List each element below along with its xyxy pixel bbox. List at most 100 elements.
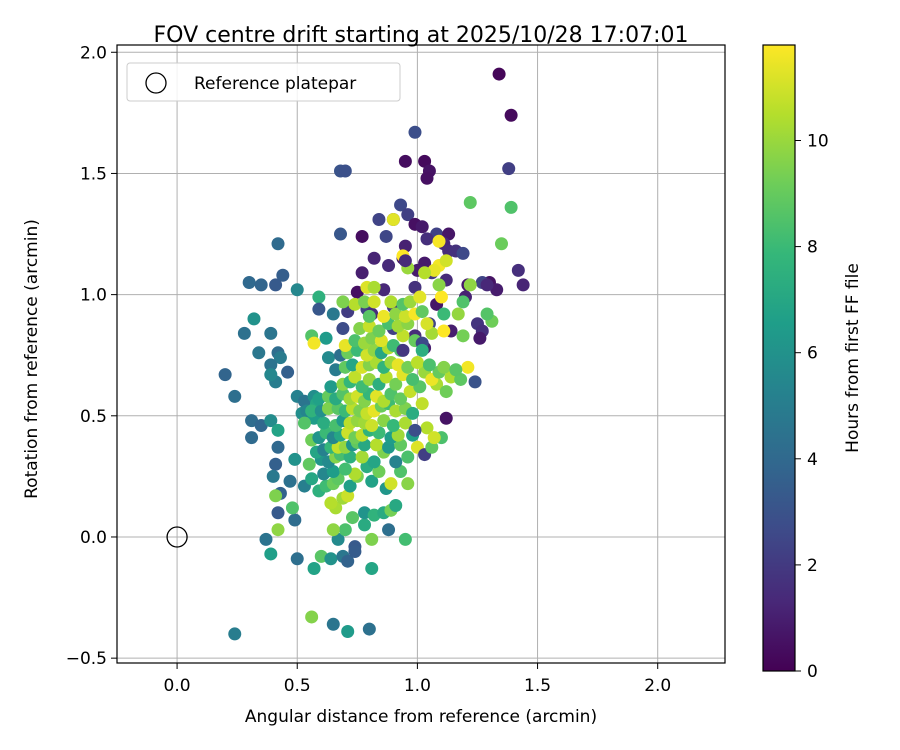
data-point xyxy=(415,343,429,357)
data-point xyxy=(269,457,283,471)
colorbar-tick-label: 0 xyxy=(807,662,818,682)
data-point xyxy=(439,385,453,399)
data-point xyxy=(439,411,453,425)
data-point xyxy=(338,462,352,476)
data-point xyxy=(461,360,475,374)
data-point xyxy=(396,329,410,343)
data-point xyxy=(245,431,259,445)
data-point xyxy=(271,423,285,437)
data-point xyxy=(463,196,477,210)
data-point xyxy=(504,200,518,214)
y-axis-label: Rotation from reference (arcmin) xyxy=(22,219,42,499)
data-point xyxy=(434,290,448,304)
data-point xyxy=(247,312,261,326)
data-point xyxy=(398,416,412,430)
x-tick-label: 1.0 xyxy=(404,676,431,696)
x-tick-label: 0.0 xyxy=(164,676,191,696)
data-point xyxy=(420,317,434,331)
data-point xyxy=(401,477,415,491)
data-point xyxy=(502,162,516,176)
data-point xyxy=(312,290,326,304)
data-point xyxy=(355,229,369,243)
data-point xyxy=(259,532,273,546)
data-point xyxy=(384,295,398,309)
data-point xyxy=(367,455,381,469)
colorbar-label: Hours from first FF file xyxy=(843,263,863,453)
data-point xyxy=(307,336,321,350)
data-point xyxy=(367,295,381,309)
data-point xyxy=(377,414,391,428)
data-point xyxy=(398,254,412,268)
data-point xyxy=(297,416,311,430)
data-point xyxy=(343,479,357,493)
data-point xyxy=(456,246,470,260)
data-point xyxy=(305,610,319,624)
data-point xyxy=(511,263,525,277)
data-point xyxy=(355,266,369,280)
data-point xyxy=(377,309,391,323)
data-point xyxy=(365,474,379,488)
data-point xyxy=(348,467,362,481)
data-point xyxy=(355,450,369,464)
colorbar-tick-label: 8 xyxy=(807,238,818,258)
data-point xyxy=(271,237,285,251)
data-point xyxy=(415,397,429,411)
y-tick-label: 2.0 xyxy=(80,43,107,63)
data-point xyxy=(283,474,297,488)
x-axis-label: Angular distance from reference (arcmin) xyxy=(245,707,597,727)
data-point xyxy=(516,278,530,292)
data-point xyxy=(490,283,504,297)
data-point xyxy=(264,326,278,340)
data-point xyxy=(331,532,345,546)
data-point xyxy=(365,532,379,546)
data-point xyxy=(346,511,360,525)
data-point xyxy=(358,518,372,532)
y-tick-label: 1.0 xyxy=(80,286,107,306)
y-axis-ticks: −0.5 0.0 0.5 1.0 1.5 2.0 xyxy=(66,43,117,669)
data-point xyxy=(456,329,470,343)
data-point xyxy=(271,523,285,537)
data-point xyxy=(394,198,408,212)
data-point xyxy=(415,220,429,234)
data-point xyxy=(420,232,434,246)
data-point xyxy=(338,523,352,537)
data-point xyxy=(391,428,405,442)
data-point xyxy=(362,622,376,636)
data-point xyxy=(341,624,355,638)
data-point xyxy=(473,331,487,345)
x-axis-ticks: 0.0 0.5 1.0 1.5 2.0 xyxy=(164,663,671,696)
data-point xyxy=(408,423,422,437)
data-point xyxy=(302,457,316,471)
data-point xyxy=(333,227,347,241)
data-point xyxy=(389,377,403,391)
data-point xyxy=(406,406,420,420)
data-point xyxy=(285,501,299,515)
data-point xyxy=(425,326,439,340)
data-point xyxy=(273,351,287,365)
data-point xyxy=(463,278,477,292)
data-point xyxy=(305,404,319,418)
data-point xyxy=(264,414,278,428)
data-point xyxy=(254,278,268,292)
data-point xyxy=(338,339,352,353)
data-point xyxy=(350,285,364,299)
data-point xyxy=(384,387,398,401)
data-point xyxy=(403,295,417,309)
data-point xyxy=(228,389,242,403)
data-point xyxy=(386,212,400,226)
data-point xyxy=(338,164,352,178)
y-tick-label: 1.5 xyxy=(80,164,107,184)
data-point xyxy=(382,259,396,273)
data-point xyxy=(362,372,376,386)
data-point xyxy=(401,450,415,464)
data-point xyxy=(492,67,506,81)
data-point xyxy=(394,392,408,406)
colorbar xyxy=(762,44,796,672)
data-point xyxy=(495,237,509,251)
data-point xyxy=(348,545,362,559)
x-tick-label: 0.5 xyxy=(284,676,311,696)
colorbar-tick-label: 10 xyxy=(807,131,829,151)
data-point xyxy=(321,402,335,416)
data-point xyxy=(290,283,304,297)
data-point xyxy=(437,360,451,374)
